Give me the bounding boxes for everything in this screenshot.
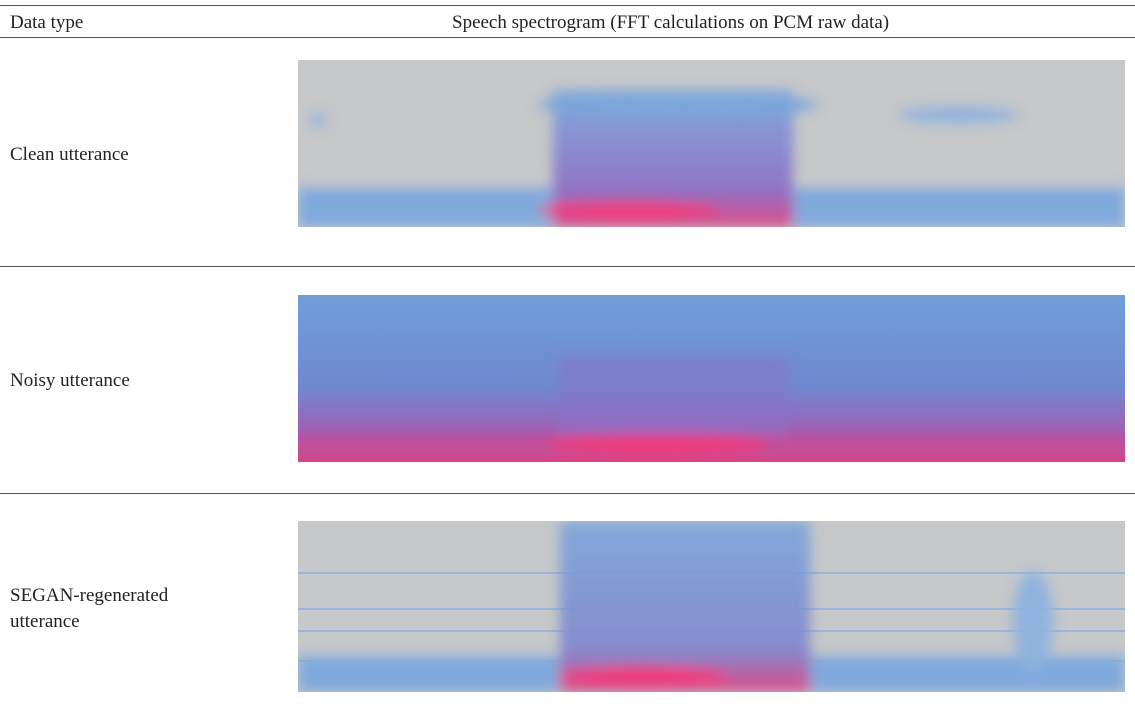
- header-rule: [0, 37, 1135, 38]
- row-label: Noisy utterance: [10, 370, 130, 391]
- header-cell: Data type: [10, 12, 84, 33]
- row-rule: [0, 493, 1135, 494]
- header-cell: Speech spectrogram (FFT calculations on …: [452, 12, 890, 33]
- spectrogram: [298, 295, 1125, 462]
- row-label: Clean utterance: [10, 144, 129, 165]
- row-label: SEGAN-regenerated utterance: [10, 585, 169, 632]
- spectrogram: [298, 60, 1125, 227]
- top-rule: [0, 5, 1135, 6]
- row-rule: [0, 266, 1135, 267]
- spectrogram: [298, 521, 1125, 692]
